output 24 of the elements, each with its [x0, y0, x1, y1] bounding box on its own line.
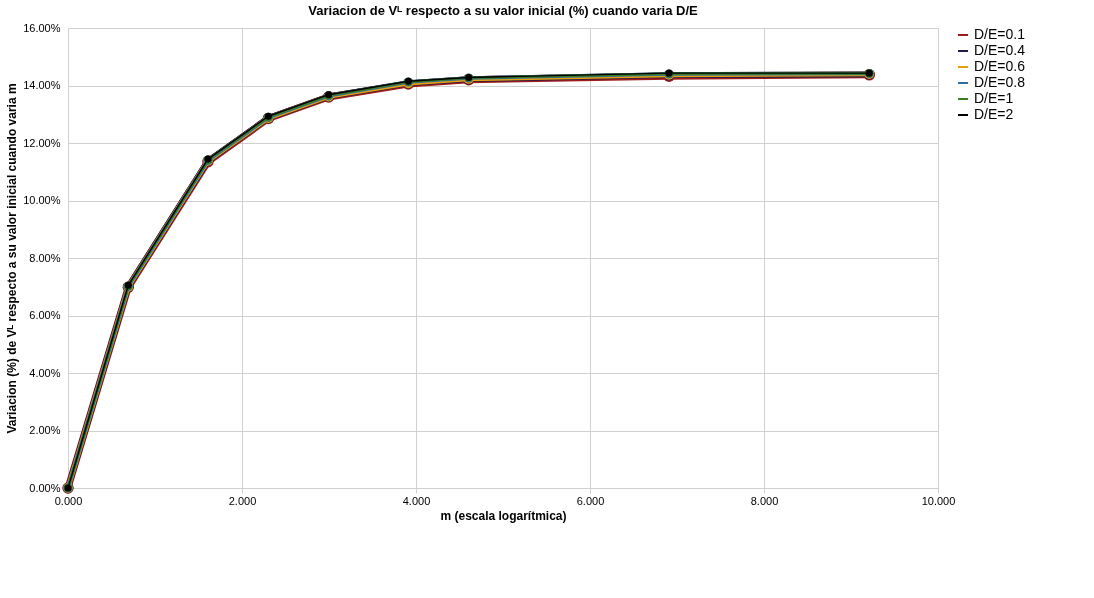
y-axis-title: Variacion (%) de Vᴸ respecto a su valor inicial cuando varia m [5, 83, 20, 434]
y-tick-label: 12.00% [23, 136, 61, 149]
y-tick-label: 10.00% [23, 194, 61, 206]
x-tick-label: 6.000 [576, 494, 605, 507]
legend-label: D/E=2 [974, 106, 1014, 122]
y-tick-label: 2.00% [29, 424, 61, 436]
chart-title: Variacion de Vᴸ respecto a su valor inicial (%) cuando varia D/E [308, 3, 699, 18]
y-tick-label: 6.00% [29, 309, 61, 321]
legend-label: D/E=0.6 [974, 58, 1026, 74]
x-tick-label: 2.000 [228, 494, 257, 507]
legend-label: D/E=0.4 [974, 42, 1026, 58]
x-axis-title: m (escala logarítmica) [440, 508, 567, 523]
y-tick-label: 16.00% [23, 21, 61, 34]
x-tick-label: 4.000 [402, 494, 431, 507]
y-tick-label: 8.00% [29, 251, 61, 264]
x-tick-label: 0.000 [54, 494, 83, 507]
y-tick-label: 0.00% [29, 481, 61, 494]
legend-label: D/E=0.8 [974, 74, 1026, 90]
x-tick-label: 10.000 [921, 494, 956, 507]
x-tick-label: 8.000 [750, 494, 779, 507]
y-tick-label: 4.00% [29, 366, 61, 379]
legend-label: D/E=0.1 [974, 26, 1026, 42]
legend-label: D/E=1 [974, 90, 1014, 106]
y-tick-label: 14.00% [23, 79, 61, 91]
